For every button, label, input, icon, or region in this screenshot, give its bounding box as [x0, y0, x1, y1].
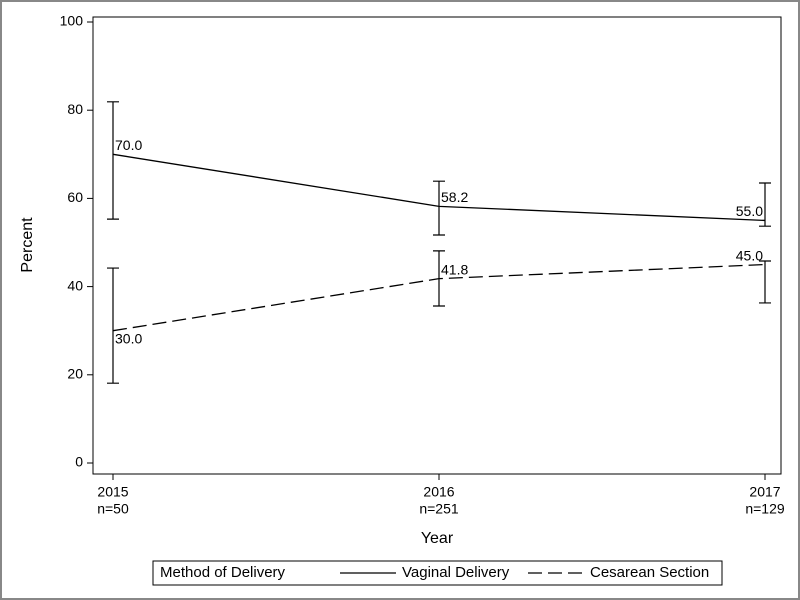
plot-frame	[92, 16, 782, 475]
y-tick-label: 0	[75, 454, 83, 470]
legend-box	[152, 560, 723, 586]
error-bar	[433, 180, 445, 236]
x-tick-sublabel: n=50	[97, 501, 129, 517]
legend-label: Vaginal Delivery	[402, 564, 510, 581]
value-label: 70.0	[115, 137, 142, 153]
x-axis-label: Year	[421, 530, 454, 547]
x-tick-label: 2017	[749, 484, 780, 500]
y-tick-label: 80	[67, 101, 83, 117]
value-label: 41.8	[441, 261, 468, 277]
value-label: 30.0	[115, 330, 142, 346]
y-axis-label: Percent	[19, 217, 36, 273]
error-bar	[433, 250, 445, 307]
y-tick-label: 60	[67, 189, 83, 205]
y-tick-label: 20	[67, 366, 83, 382]
error-bar	[759, 182, 771, 227]
value-label: 55.0	[736, 203, 763, 219]
y-tick-label: 40	[67, 277, 83, 293]
value-label: 58.2	[441, 189, 468, 205]
error-bar	[759, 260, 771, 304]
legend-title: Method of Delivery	[160, 564, 286, 581]
x-tick-label: 2015	[97, 484, 128, 500]
x-tick-label: 2016	[423, 484, 454, 500]
value-label: 45.0	[736, 247, 763, 263]
x-tick-sublabel: n=251	[419, 501, 459, 517]
error-bar	[107, 267, 119, 384]
y-tick-label: 100	[60, 13, 84, 29]
x-tick-sublabel: n=129	[745, 501, 785, 517]
legend-label: Cesarean Section	[590, 564, 709, 581]
error-bar	[107, 101, 119, 220]
